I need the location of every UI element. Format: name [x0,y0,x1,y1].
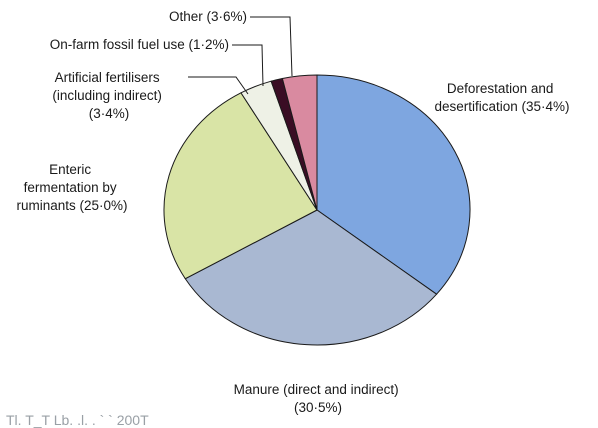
label-manure-line-1: Manure (direct and indirect) [234,382,399,397]
label-fossil-fuel: On-farm fossil fuel use (1·2%) [50,37,229,52]
label-fertilisers-line-2: (including indirect) [52,88,162,103]
pie-slice-deforestation-and-desertification [316,74,471,295]
label-other-line-1: Other (3·6%) [169,9,247,24]
label-fertilisers-line-1: Artificial fertilisers [55,70,160,85]
pie-slices [163,74,471,346]
label-enteric-line-1: Enteric [49,162,91,177]
label-enteric-line-2: fermentation by [24,180,117,195]
label-enteric: Enteric fermentation by ruminants (25·0%… [16,162,127,213]
leader-line-fossil-fuel [232,44,264,87]
label-deforestation-line-2: desertification (35·4%) [434,99,569,114]
label-manure-line-2: (30·5%) [294,400,342,415]
label-fossil-fuel-line-1: On-farm fossil fuel use (1·2%) [50,37,229,52]
pie-slice-other [281,74,318,211]
label-enteric-line-3: ruminants (25·0%) [16,198,127,213]
label-deforestation: Deforestation and desertification (35·4%… [434,81,569,114]
leader-line-fertilisers [188,76,249,95]
label-deforestation-line-1: Deforestation and [447,81,554,96]
label-other: Other (3·6%) [169,9,247,24]
label-fertilisers: Artificial fertilisers (including indire… [52,70,165,121]
label-manure: Manure (direct and indirect) (30·5%) [234,382,403,415]
leader-line-other [250,16,293,77]
pie-slice-manure-direct-and-indirect [184,209,438,346]
pie-slice-enteric-fermentation-by-ruminants [163,92,318,280]
label-fertilisers-line-3: (3·4%) [89,106,130,121]
source-caption: Tl. T_T Lb. .l. . ` ` 200T [6,412,149,428]
